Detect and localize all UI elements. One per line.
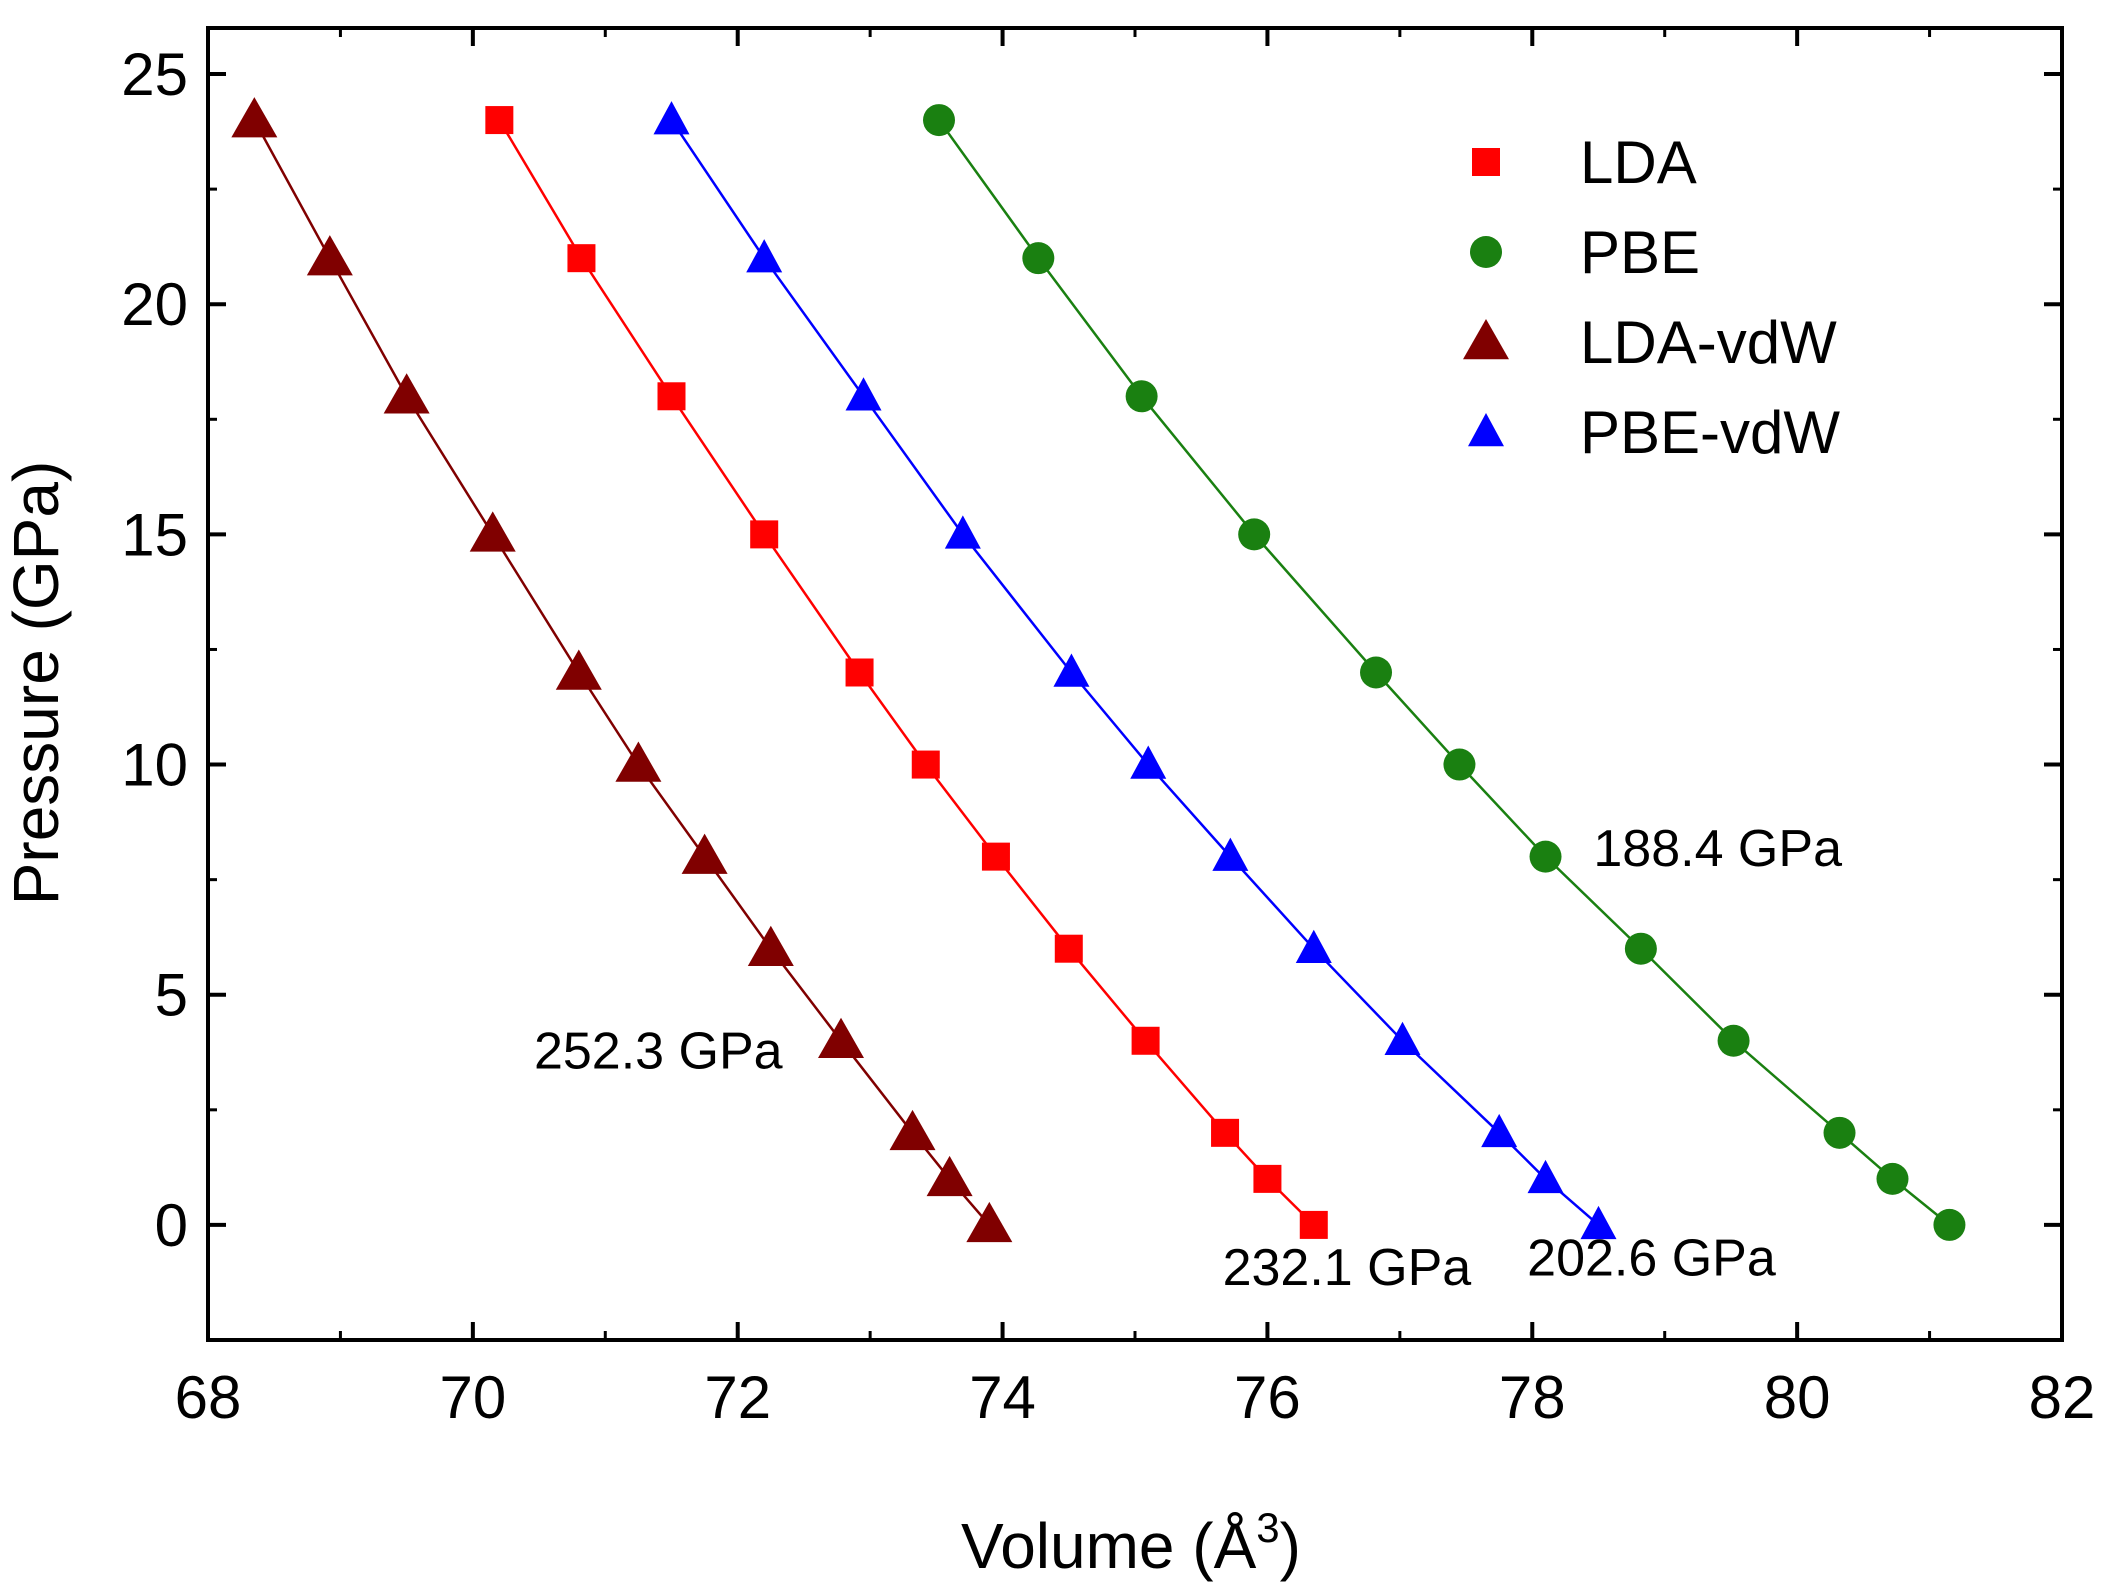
legend-lda-label: LDA xyxy=(1580,129,1697,196)
lda-vdw-point xyxy=(306,235,353,276)
legend-pbe-label: PBE xyxy=(1580,219,1700,286)
lda-point xyxy=(1131,1026,1160,1055)
lda-vdw-point xyxy=(966,1201,1013,1243)
modulus-annotation: 252.3 GPa xyxy=(534,1022,783,1080)
pbe-point xyxy=(1238,518,1271,551)
y-axis-title: Pressure (GPa) xyxy=(0,461,72,906)
lda-point xyxy=(750,520,779,549)
y-tick-label: 20 xyxy=(121,271,188,338)
lda-point xyxy=(657,382,686,411)
pbe-point xyxy=(1443,748,1476,781)
pbe-point xyxy=(1933,1208,1966,1241)
modulus-annotation: 188.4 GPa xyxy=(1593,820,1842,878)
legend-pbe-vdw-label: PBE-vdW xyxy=(1580,399,1840,466)
pbe-point xyxy=(1529,840,1562,873)
lda-point xyxy=(911,750,940,779)
pbe-vdw-point xyxy=(944,515,981,549)
modulus-annotation: 202.6 GPa xyxy=(1527,1230,1776,1288)
tick-labels: 68 70 72 74 76 78 80 82 0 5 10 15 20 25 xyxy=(121,41,2095,1431)
x-tick-label: 80 xyxy=(1764,1364,1831,1431)
pbe-vdw-curve xyxy=(670,119,1600,1226)
lda-vdw-point xyxy=(555,649,602,690)
x-tick-label: 74 xyxy=(969,1364,1036,1431)
pbe-vdw-point xyxy=(1130,745,1167,779)
pbe-point xyxy=(1125,380,1158,413)
pbe-vdw-point xyxy=(845,377,882,411)
lda-point xyxy=(981,842,1010,871)
pbe-vdw-point xyxy=(1527,1159,1564,1194)
pbe-point xyxy=(1624,932,1657,965)
pbe-vdw-point xyxy=(1384,1021,1421,1056)
lda-vdw-point xyxy=(889,1109,936,1151)
x-axis-title-close: ) xyxy=(1280,1510,1301,1582)
x-tick-label: 72 xyxy=(704,1364,771,1431)
modulus-annotation: 232.1 GPa xyxy=(1223,1239,1472,1297)
lda-vdw-point xyxy=(747,925,794,966)
pbe-point xyxy=(1876,1162,1909,1195)
pbe-vdw-point xyxy=(1580,1205,1617,1240)
pbe-vdw-point xyxy=(1212,837,1249,871)
legend-lda-marker xyxy=(1472,148,1500,176)
x-tick-label: 70 xyxy=(439,1364,506,1431)
lda-point xyxy=(845,658,874,687)
data-markers xyxy=(231,97,1966,1243)
x-axis-title-main: Volume (Å xyxy=(961,1510,1257,1582)
x-axis-title: Volume (Å3) xyxy=(961,1504,1301,1582)
pbe-point xyxy=(1823,1116,1856,1149)
x-tick-label: 76 xyxy=(1234,1364,1301,1431)
lda-vdw-point xyxy=(469,511,516,552)
legend-lda-vdw-label: LDA-vdW xyxy=(1580,309,1837,376)
y-tick-label: 5 xyxy=(155,962,188,1029)
pbe-vdw-point xyxy=(1295,929,1332,963)
lda-vdw-point xyxy=(615,741,662,782)
x-tick-label: 68 xyxy=(175,1364,242,1431)
pbe-vdw-point xyxy=(746,239,783,273)
plot-frame xyxy=(206,26,2064,1342)
legend-lda-vdw-marker xyxy=(1463,319,1509,360)
pbe-point xyxy=(1717,1024,1750,1057)
x-tick-label: 78 xyxy=(1499,1364,1566,1431)
lda-vdw-point xyxy=(231,97,278,138)
y-tick-label: 0 xyxy=(155,1192,188,1259)
lda-point xyxy=(567,244,596,273)
annotations: 252.3 GPa 232.1 GPa 202.6 GPa 188.4 GPa xyxy=(534,820,1842,1297)
legend-pbe-marker xyxy=(1470,236,1502,268)
pbe-curve xyxy=(937,119,1951,1226)
y-tick-label: 10 xyxy=(121,732,188,799)
x-axis-title-sup: 3 xyxy=(1256,1504,1279,1551)
pbe-vdw-point xyxy=(1053,653,1090,687)
lda-vdw-point xyxy=(818,1017,865,1059)
pbe-vdw-point xyxy=(1481,1113,1518,1148)
legend: LDA PBE LDA-vdW PBE-vdW xyxy=(1463,129,1840,466)
legend-pbe-vdw-marker xyxy=(1468,413,1504,447)
lda-vdw-point xyxy=(926,1155,973,1197)
y-tick-label: 15 xyxy=(121,501,188,568)
axis-ticks xyxy=(206,28,2064,1342)
lda-point xyxy=(1299,1210,1328,1239)
lda-point xyxy=(1253,1164,1282,1193)
y-tick-label: 25 xyxy=(121,41,188,108)
x-tick-label: 82 xyxy=(2029,1364,2096,1431)
lda-point xyxy=(1211,1118,1240,1147)
lda-vdw-point xyxy=(681,833,728,874)
pbe-vdw-point xyxy=(653,101,690,135)
lda-vdw-point xyxy=(383,373,430,414)
pbe-point xyxy=(1360,656,1393,689)
pbe-point xyxy=(923,104,956,137)
lda-point xyxy=(1054,934,1083,963)
lda-point xyxy=(485,106,514,135)
pbe-point xyxy=(1022,242,1055,275)
